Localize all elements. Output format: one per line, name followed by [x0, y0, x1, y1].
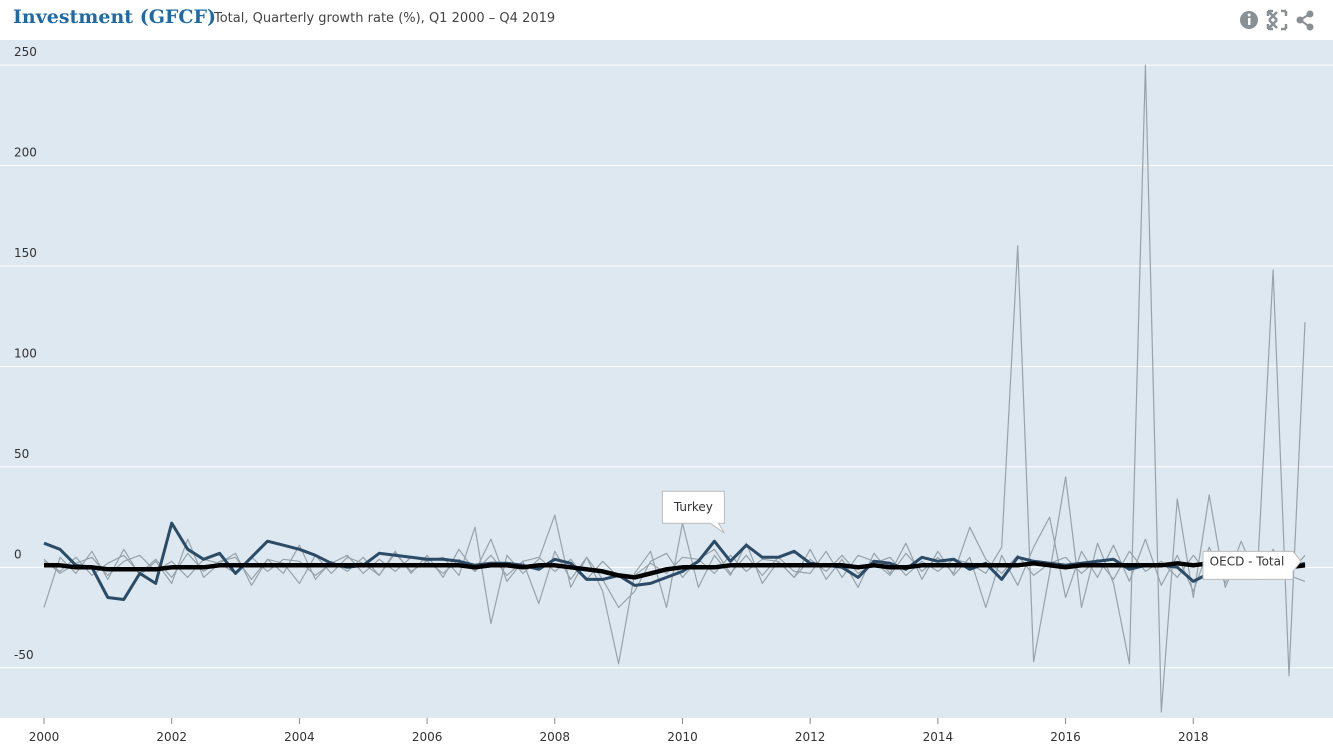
x-tick-label: 2012 — [795, 730, 826, 744]
x-tick-label: 2000 — [29, 730, 60, 744]
series-callout: Turkey — [661, 490, 725, 534]
y-tick-label: 150 — [14, 246, 37, 260]
header: Investment (GFCF) Total, Quarterly growt… — [0, 0, 1333, 40]
fullscreen-button[interactable] — [1266, 9, 1288, 31]
subtitle: Total, Quarterly growth rate (%), Q1 200… — [214, 11, 556, 26]
callout-box — [661, 490, 725, 534]
share-button[interactable] — [1296, 10, 1314, 31]
y-tick-label: 200 — [14, 146, 37, 160]
x-tick-label: 2014 — [923, 730, 954, 744]
series-line — [44, 561, 1306, 580]
title: Investment (GFCF) — [13, 6, 217, 28]
toolbar — [1240, 9, 1314, 31]
series-line — [43, 64, 1306, 713]
series-line — [43, 521, 1306, 601]
y-tick-label: -50 — [14, 648, 34, 662]
plot-background — [0, 40, 1333, 718]
callout-label: OECD - Total — [1210, 554, 1285, 568]
series-callout: OECD - Total — [1202, 550, 1302, 580]
y-tick-label: 250 — [14, 45, 37, 59]
x-tick-label: 2006 — [412, 730, 443, 744]
y-tick-label: 100 — [14, 346, 37, 360]
x-tick-label: 2008 — [540, 730, 571, 744]
chart: -50 0 50 100 150 200 250 2000 2002 2004 2006 2008 20… — [0, 40, 1333, 744]
x-tick-label: 2004 — [284, 730, 315, 744]
x-tick-label: 2018 — [1178, 730, 1209, 744]
x-tick-label: 2002 — [156, 730, 187, 744]
callout-box — [1202, 550, 1302, 580]
y-tick-label: 50 — [14, 447, 29, 461]
x-tick-label: 2010 — [667, 730, 698, 744]
x-tick-label: 2016 — [1050, 730, 1081, 744]
info-button[interactable] — [1240, 11, 1258, 29]
callout-label: Turkey — [673, 500, 713, 514]
y-tick-label: 0 — [14, 547, 22, 561]
